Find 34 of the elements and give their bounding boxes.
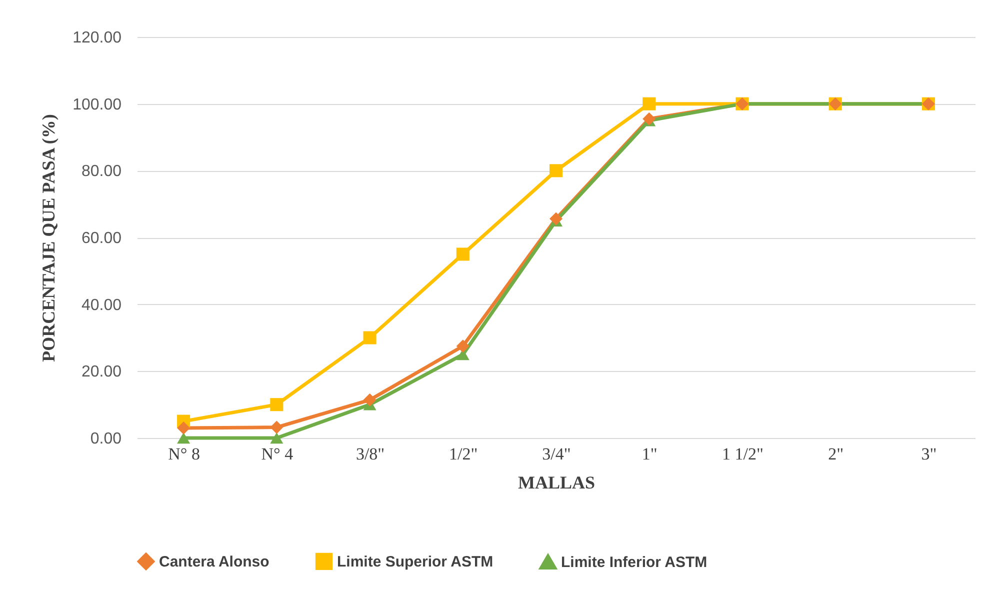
point — [456, 340, 470, 353]
point — [549, 164, 563, 178]
y-tick-label: 0.00 — [90, 430, 122, 448]
x-tick-label: N° 8 — [168, 444, 200, 464]
point — [177, 421, 190, 434]
y-tick-label: 60.00 — [81, 230, 122, 247]
point — [270, 398, 284, 412]
point — [549, 212, 563, 226]
y-tick-label: 40.00 — [81, 296, 122, 314]
y-tick-label: 100.00 — [72, 96, 122, 114]
x-tick-label: 1/2" — [449, 444, 478, 464]
x-tick-label: 1" — [642, 444, 658, 464]
point — [270, 420, 284, 434]
point — [363, 331, 376, 344]
x-tick-label: 3" — [921, 444, 937, 464]
x-tick-label: N° 4 — [261, 444, 294, 464]
legend-label: Limite Inferior ASTM — [561, 554, 708, 571]
point — [177, 432, 190, 444]
x-axis-title: MALLAS — [518, 472, 596, 492]
point — [363, 393, 376, 406]
x-tick-label: 2" — [828, 444, 844, 464]
point — [270, 432, 284, 444]
legend-label: Cantera Alonso — [159, 553, 270, 570]
y-tick-label: 80.00 — [81, 163, 122, 180]
x-tick-label: 3/8" — [356, 444, 385, 464]
x-tick-label: 3/4" — [542, 444, 571, 464]
y-tick-label: 20.00 — [81, 364, 122, 381]
y-axis-title: PORCENTAJE QUE PASA (%) — [38, 114, 59, 362]
y-tick-label: 120.00 — [72, 30, 122, 46]
x-tick-label: 1 1/2" — [722, 444, 764, 464]
point — [642, 97, 656, 110]
point — [642, 112, 656, 126]
legend-label: Limite Superior ASTM — [337, 553, 494, 570]
point — [456, 248, 470, 261]
